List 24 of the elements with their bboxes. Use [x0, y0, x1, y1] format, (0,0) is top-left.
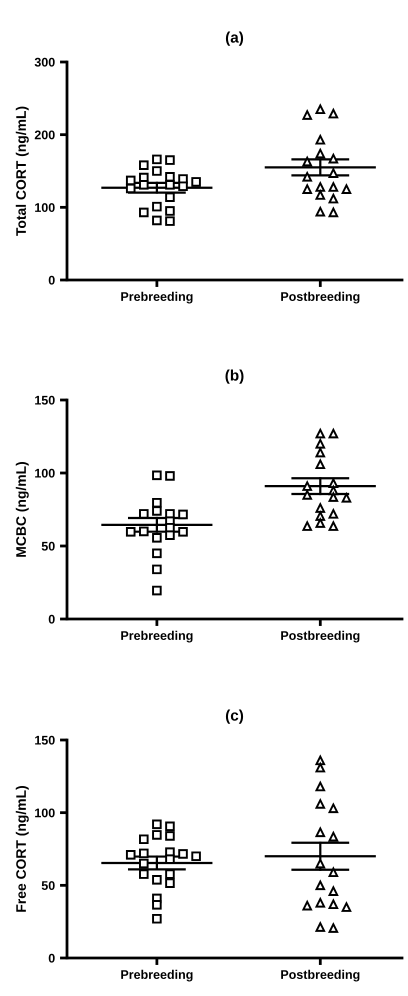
y-tick-label: 0: [48, 276, 55, 285]
y-tick-label: 0: [48, 614, 55, 624]
x-tick-label: Postbreeding: [281, 970, 360, 982]
chart-title: (b): [226, 369, 244, 384]
y-axis-title: Total CORT (ng/mL): [16, 106, 29, 236]
chart-title: (c): [226, 709, 244, 724]
y-axis-title: MCBC (ng/mL): [16, 462, 29, 557]
y-tick-label: 300: [34, 58, 55, 67]
y-tick-label: 100: [35, 203, 55, 212]
chart-title: (a): [226, 31, 244, 46]
y-tick-label: 150: [35, 736, 55, 745]
x-tick-label: Prebreeding: [121, 292, 193, 304]
y-tick-label: 50: [42, 881, 55, 890]
y-tick-label: 50: [42, 542, 55, 551]
y-tick-label: 100: [35, 808, 55, 818]
x-tick-label: Postbreeding: [281, 292, 360, 304]
x-tick-label: Postbreeding: [281, 630, 360, 643]
y-tick-label: 0: [48, 954, 55, 963]
y-tick-label: 150: [35, 396, 55, 405]
x-tick-label: Prebreeding: [121, 970, 193, 982]
y-tick-label: 100: [35, 468, 55, 478]
y-tick-label: 200: [34, 130, 55, 140]
y-axis-title: Free CORT (ng/mL): [16, 786, 29, 912]
x-tick-label: Prebreeding: [121, 630, 193, 643]
